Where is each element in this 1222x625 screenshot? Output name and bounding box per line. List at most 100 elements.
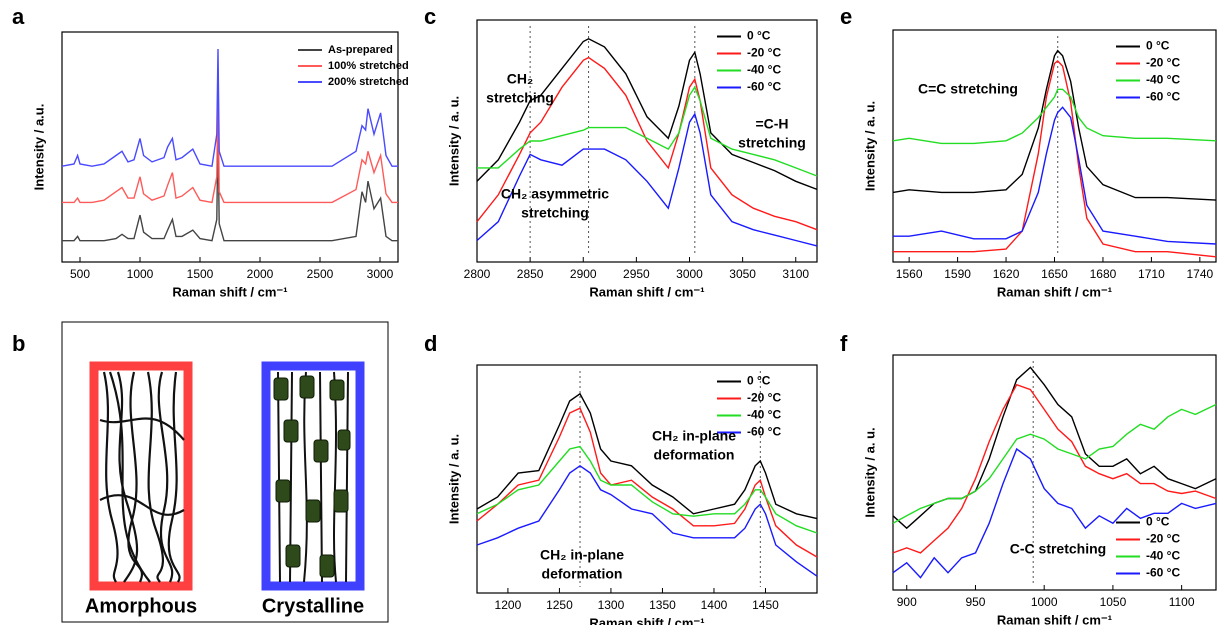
series-line bbox=[892, 49, 1217, 201]
legend-label: -40 °C bbox=[1146, 549, 1180, 563]
annotation: C-C stretching bbox=[1010, 541, 1106, 557]
x-tick-label: 1620 bbox=[993, 267, 1020, 281]
panel-label: f bbox=[840, 331, 848, 356]
legend-label: -60 °C bbox=[747, 425, 781, 439]
legend-label: 0 °C bbox=[1146, 515, 1170, 529]
series-line bbox=[892, 403, 1217, 524]
annotation: stretching bbox=[486, 90, 554, 106]
x-tick-label: 1450 bbox=[752, 598, 779, 612]
legend-label: -20 °C bbox=[747, 391, 781, 405]
x-tick-label: 1100 bbox=[1169, 595, 1195, 609]
diagram-label: Amorphous bbox=[85, 595, 197, 617]
series-line bbox=[476, 56, 818, 231]
x-axis-label: Raman shift / cm⁻¹ bbox=[997, 612, 1112, 625]
legend-label: -20 °C bbox=[1146, 56, 1180, 70]
amorphous-frame bbox=[89, 361, 193, 591]
legend-label: -20 °C bbox=[1146, 532, 1180, 546]
x-tick-label: 3050 bbox=[729, 267, 756, 281]
legend-label: 0 °C bbox=[747, 374, 771, 388]
legend-label: -40 °C bbox=[747, 63, 781, 77]
crystalline-frame bbox=[261, 361, 365, 591]
series-line bbox=[476, 392, 818, 520]
legend-label: 100% stretched bbox=[328, 60, 409, 72]
annotation: deformation bbox=[542, 566, 623, 582]
amorphous-chains bbox=[99, 371, 185, 583]
x-tick-label: 3000 bbox=[676, 267, 703, 281]
series-line bbox=[892, 383, 1217, 554]
crystalline-chains bbox=[277, 371, 349, 583]
x-axis-label: Raman shift / cm⁻¹ bbox=[589, 615, 704, 625]
x-tick-label: 1590 bbox=[944, 267, 971, 281]
x-tick-label: 1350 bbox=[649, 598, 676, 612]
annotation: deformation bbox=[654, 447, 735, 463]
annotation: C=C stretching bbox=[918, 81, 1018, 97]
panel-label: a bbox=[12, 4, 25, 29]
x-tick-label: 1400 bbox=[701, 598, 728, 612]
x-tick-label: 2000 bbox=[247, 267, 274, 281]
panel-label: b bbox=[12, 331, 25, 356]
x-tick-label: 2850 bbox=[517, 267, 544, 281]
series-line bbox=[62, 87, 398, 204]
series-line bbox=[892, 88, 1217, 145]
panel-label: d bbox=[424, 331, 437, 356]
x-axis-label: Raman shift / cm⁻¹ bbox=[589, 284, 704, 299]
x-tick-label: 1050 bbox=[1100, 595, 1127, 609]
x-tick-label: 950 bbox=[965, 595, 985, 609]
x-tick-label: 1000 bbox=[127, 267, 154, 281]
x-tick-label: 2500 bbox=[307, 267, 334, 281]
plot-frame bbox=[892, 354, 1217, 591]
y-axis-label: Intensity / a. u. bbox=[446, 96, 461, 186]
x-axis-label: Raman shift / cm⁻¹ bbox=[997, 284, 1112, 299]
legend-label: 0 °C bbox=[1146, 39, 1170, 53]
series-line bbox=[893, 59, 1217, 258]
annotation: stretching bbox=[521, 205, 589, 221]
panel-label: e bbox=[840, 4, 852, 29]
legend-label: -40 °C bbox=[1146, 73, 1180, 87]
series-line bbox=[476, 112, 818, 247]
y-axis-label: Intensity / a.u. bbox=[31, 104, 46, 191]
annotation: CH₂ in-plane bbox=[652, 428, 736, 444]
annotation: =C-H bbox=[755, 116, 788, 132]
y-axis-label: Intensity / a. u. bbox=[862, 101, 877, 191]
annotation: CH₂ in-plane bbox=[540, 547, 624, 563]
x-tick-label: 900 bbox=[897, 595, 917, 609]
annotation: CH₂ asymmetric bbox=[501, 186, 609, 202]
plot-frame bbox=[61, 31, 399, 263]
y-axis-label: Intensity / a. u. bbox=[446, 434, 461, 524]
series-line bbox=[476, 464, 818, 577]
panel-b: b Amorphous Crystalline bbox=[12, 321, 389, 623]
plot-frame bbox=[476, 364, 818, 594]
x-tick-label: 1680 bbox=[1090, 267, 1117, 281]
x-tick-label: 1740 bbox=[1186, 267, 1213, 281]
series-line bbox=[476, 38, 818, 191]
x-tick-label: 2900 bbox=[570, 267, 597, 281]
legend-label: -60 °C bbox=[1146, 566, 1180, 580]
x-tick-label: 1650 bbox=[1041, 267, 1068, 281]
legend-label: -40 °C bbox=[747, 408, 781, 422]
legend-label: -60 °C bbox=[1146, 90, 1180, 104]
x-tick-label: 1560 bbox=[896, 267, 923, 281]
x-tick-label: 1250 bbox=[546, 598, 573, 612]
series-line bbox=[892, 447, 1217, 579]
crystalline-lamellae bbox=[273, 375, 351, 578]
x-axis-label: Raman shift / cm⁻¹ bbox=[172, 284, 287, 299]
x-tick-label: 3100 bbox=[782, 267, 809, 281]
diagram-label: Crystalline bbox=[262, 595, 364, 617]
series-line bbox=[61, 48, 398, 168]
diagram-frame bbox=[61, 321, 389, 623]
x-tick-label: 1500 bbox=[187, 267, 214, 281]
x-tick-label: 1200 bbox=[495, 598, 522, 612]
series-line bbox=[62, 129, 398, 242]
annotation: CH₂ bbox=[507, 71, 533, 87]
legend-label: As-prepared bbox=[328, 44, 393, 56]
plot-frame bbox=[476, 19, 818, 263]
x-tick-label: 1000 bbox=[1031, 595, 1058, 609]
legend-label: -60 °C bbox=[747, 80, 781, 94]
series-line bbox=[477, 85, 818, 177]
x-tick-label: 2800 bbox=[464, 267, 491, 281]
series-line bbox=[893, 106, 1217, 245]
panel-label: c bbox=[424, 4, 436, 29]
series-line bbox=[892, 366, 1217, 530]
legend-label: 200% stretched bbox=[328, 76, 409, 88]
